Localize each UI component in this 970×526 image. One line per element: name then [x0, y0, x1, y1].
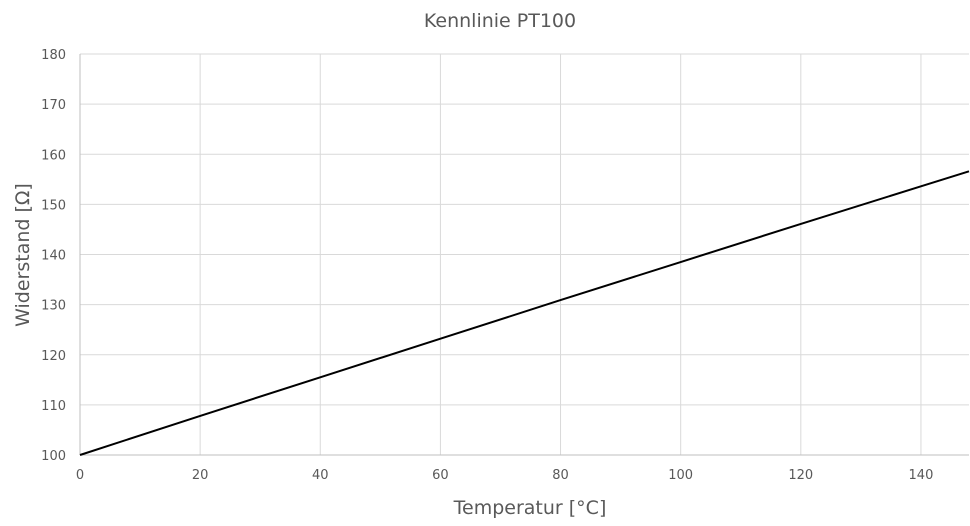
y-axis-ticks: 100 110 120 130 140 150 160 170 180 — [41, 48, 66, 464]
axes — [79, 54, 969, 456]
y-tick-label: 120 — [41, 349, 66, 364]
series-line-0 — [79, 170, 970, 456]
x-tick-label: 40 — [312, 468, 329, 483]
chart-title: Kennlinie PT100 — [424, 10, 576, 32]
y-axis-title: Widerstand [Ω] — [12, 183, 34, 327]
y-tick-label: 150 — [41, 198, 66, 213]
grid-lines — [80, 53, 969, 455]
x-tick-label: 100 — [668, 468, 693, 483]
x-axis-title: Temperatur [°C] — [453, 497, 607, 519]
x-axis-ticks: 0 20 40 60 80 100 120 140 — [76, 468, 934, 483]
series-layer — [79, 170, 970, 456]
y-tick-label: 100 — [41, 449, 66, 464]
x-tick-label: 80 — [552, 468, 569, 483]
y-tick-label: 170 — [41, 98, 66, 113]
x-tick-label: 0 — [76, 468, 84, 483]
y-tick-label: 180 — [41, 48, 66, 63]
x-tick-label: 120 — [788, 468, 813, 483]
y-tick-label: 130 — [41, 299, 66, 314]
x-tick-label: 60 — [432, 468, 449, 483]
y-tick-label: 110 — [41, 399, 66, 414]
y-tick-label: 140 — [41, 249, 66, 264]
y-tick-label: 160 — [41, 148, 66, 163]
x-tick-label: 20 — [192, 468, 209, 483]
x-tick-label: 140 — [909, 468, 934, 483]
